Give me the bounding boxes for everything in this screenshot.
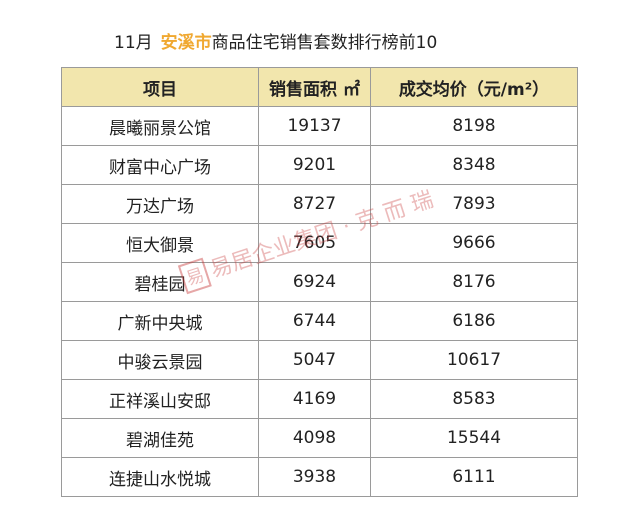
table-row: 万达广场 8727 7893: [61, 184, 578, 224]
cell-project: 财富中心广场: [61, 145, 259, 185]
cell-price: 15544: [370, 418, 578, 458]
cell-project: 碧湖佳苑: [61, 418, 259, 458]
cell-price: 9666: [370, 223, 578, 263]
cell-area: 6924: [258, 262, 371, 302]
cell-project: 晨曦丽景公馆: [61, 106, 259, 146]
ranking-table: 项目 销售面积 ㎡ 成交均价（元/m²） 晨曦丽景公馆 19137 8198 财富中心…: [61, 67, 578, 497]
table-row: 连捷山水悦城 3938 6111: [61, 457, 578, 497]
title-rest: 商品住宅销售套数排行榜前10: [211, 33, 438, 53]
cell-price: 8176: [370, 262, 578, 302]
table-row: 恒大御景 7605 9666: [61, 223, 578, 263]
table-row: 晨曦丽景公馆 19137 8198: [61, 106, 578, 146]
cell-price: 6186: [370, 301, 578, 341]
table-row: 广新中央城 6744 6186: [61, 301, 578, 341]
cell-area: 4098: [258, 418, 371, 458]
table-row: 正祥溪山安邸 4169 8583: [61, 379, 578, 419]
cell-area: 4169: [258, 379, 371, 419]
table-header-row: 项目 销售面积 ㎡ 成交均价（元/m²）: [61, 67, 578, 107]
cell-price: 8198: [370, 106, 578, 146]
cell-area: 7605: [258, 223, 371, 263]
table-row: 碧湖佳苑 4098 15544: [61, 418, 578, 458]
cell-project: 万达广场: [61, 184, 259, 224]
cell-area: 8727: [258, 184, 371, 224]
cell-price: 6111: [370, 457, 578, 497]
table-row: 中骏云景园 5047 10617: [61, 340, 578, 380]
cell-project: 广新中央城: [61, 301, 259, 341]
cell-project: 碧桂园: [61, 262, 259, 302]
cell-area: 6744: [258, 301, 371, 341]
cell-price: 8348: [370, 145, 578, 185]
cell-area: 19137: [258, 106, 371, 146]
header-price: 成交均价（元/m²）: [370, 67, 578, 107]
cell-price: 7893: [370, 184, 578, 224]
cell-area: 3938: [258, 457, 371, 497]
cell-area: 9201: [258, 145, 371, 185]
header-area: 销售面积 ㎡: [258, 67, 371, 107]
cell-project: 连捷山水悦城: [61, 457, 259, 497]
cell-price: 10617: [370, 340, 578, 380]
title-month: 11月: [114, 33, 153, 53]
page-title: 11月 安溪市商品住宅销售套数排行榜前10: [114, 28, 437, 53]
table-row: 财富中心广场 9201 8348: [61, 145, 578, 185]
cell-project: 正祥溪山安邸: [61, 379, 259, 419]
cell-area: 5047: [258, 340, 371, 380]
cell-price: 8583: [370, 379, 578, 419]
cell-project: 中骏云景园: [61, 340, 259, 380]
header-project: 项目: [61, 67, 259, 107]
table-row: 碧桂园 6924 8176: [61, 262, 578, 302]
title-city: 安溪市: [160, 33, 212, 53]
cell-project: 恒大御景: [61, 223, 259, 263]
